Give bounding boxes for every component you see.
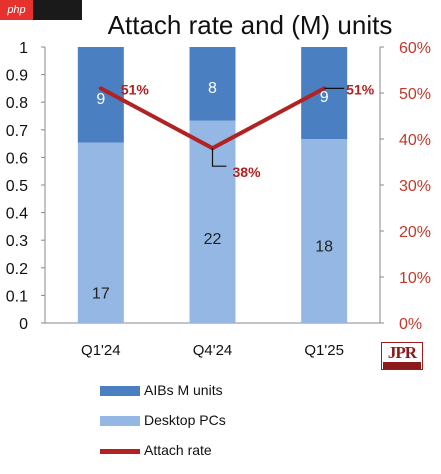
y-right-tick-label: 40% bbox=[399, 132, 431, 149]
x-tick-label: Q4'24 bbox=[193, 342, 233, 359]
y-left-tick-label: 0.6 bbox=[6, 150, 28, 167]
legend-swatch-desktop bbox=[100, 416, 140, 426]
bar-segment-desktop bbox=[301, 139, 347, 323]
y-left-tick-label: 0.2 bbox=[6, 261, 28, 278]
bar-value-label: 9 bbox=[96, 91, 105, 108]
y-right-tick-label: 0% bbox=[399, 316, 422, 333]
jpr-logo-strip bbox=[383, 362, 421, 369]
y-left-tick-label: 0.7 bbox=[6, 123, 28, 140]
y-right-tick-label: 50% bbox=[399, 86, 431, 103]
y-left-tick-label: 0.9 bbox=[6, 68, 28, 85]
y-right-tick-label: 60% bbox=[399, 40, 431, 57]
y-left-tick-label: 0.1 bbox=[6, 288, 28, 305]
bar-value-label: 8 bbox=[208, 80, 217, 97]
attach-rate-label: 51% bbox=[121, 81, 150, 97]
y-right-tick-label: 10% bbox=[399, 270, 431, 287]
bar-value-label: 17 bbox=[92, 286, 110, 303]
y-left-tick-label: 0.8 bbox=[6, 95, 28, 112]
y-left-tick-label: 0.4 bbox=[6, 206, 28, 223]
y-right-tick-label: 20% bbox=[399, 224, 431, 241]
bar-value-label: 9 bbox=[320, 89, 329, 106]
legend-label-attach: Attach rate bbox=[144, 442, 212, 458]
bar-value-label: 18 bbox=[315, 239, 333, 256]
x-tick-label: Q1'25 bbox=[304, 342, 344, 359]
y-right-tick-label: 30% bbox=[399, 178, 431, 195]
x-tick-label: Q1'24 bbox=[81, 342, 121, 359]
legend-swatch-aibs bbox=[100, 386, 140, 396]
y-left-tick-label: 1 bbox=[19, 40, 28, 57]
legend-label-desktop: Desktop PCs bbox=[144, 412, 226, 428]
bar-value-label: 22 bbox=[204, 231, 222, 248]
y-left-tick-label: 0 bbox=[19, 316, 28, 333]
legend-label-aibs: AIBs M units bbox=[144, 382, 223, 398]
y-left-tick-label: 0.3 bbox=[6, 233, 28, 250]
legend-line-attach bbox=[100, 449, 140, 454]
jpr-logo: JPR bbox=[381, 342, 423, 370]
jpr-logo-text: JPR bbox=[382, 343, 422, 362]
y-left-tick-label: 0.5 bbox=[6, 178, 28, 195]
attach-rate-label: 38% bbox=[233, 164, 262, 180]
chart-canvas: 00.10.20.30.40.50.60.70.80.910%10%20%30%… bbox=[0, 0, 441, 380]
attach-rate-label: 51% bbox=[346, 81, 375, 97]
